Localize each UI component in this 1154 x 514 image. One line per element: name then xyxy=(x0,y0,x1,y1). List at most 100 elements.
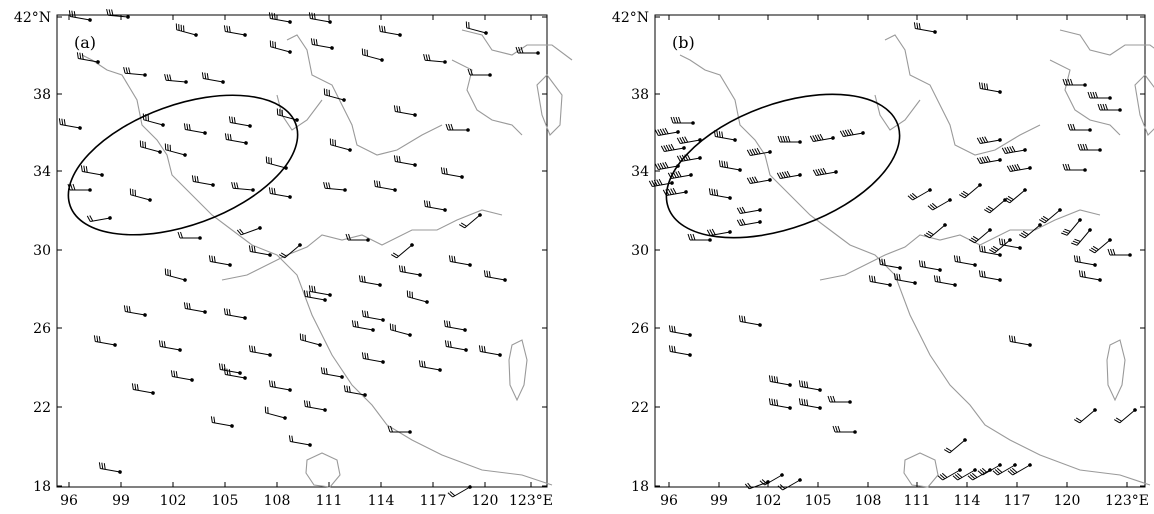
barb-feather xyxy=(771,375,774,383)
barb-feather xyxy=(820,168,825,175)
barb-feather xyxy=(1078,256,1081,263)
panel-a-label: (a) xyxy=(74,33,96,52)
barb-feather xyxy=(1061,232,1068,236)
barb-feather xyxy=(909,194,916,200)
barb-feather xyxy=(180,231,183,239)
barb-feather xyxy=(358,275,361,282)
barb-staff xyxy=(160,346,181,351)
barb-feather xyxy=(123,66,126,74)
barb-feather xyxy=(983,246,986,253)
coastline-segment xyxy=(1049,59,1121,136)
barb-feather xyxy=(881,258,884,266)
barb-staff xyxy=(325,187,346,191)
barb-feather xyxy=(817,168,822,175)
wind-barb xyxy=(478,345,502,357)
barb-feather xyxy=(692,233,696,241)
barb-feather xyxy=(390,425,393,433)
barb-feather xyxy=(306,290,309,298)
barb-feather xyxy=(98,462,101,469)
barb-feather xyxy=(325,368,328,375)
barb-staff xyxy=(680,139,701,144)
wind-barb xyxy=(654,127,680,136)
barb-feather xyxy=(1087,91,1091,99)
barb-staff xyxy=(133,389,154,394)
barb-staff xyxy=(212,422,233,427)
barb-feather xyxy=(231,181,234,189)
barb-feather xyxy=(248,345,251,352)
wind-barb xyxy=(893,273,917,285)
barb-staff xyxy=(305,406,326,411)
barb-staff xyxy=(1010,341,1031,346)
barb-staff xyxy=(994,239,1011,254)
barb-feather xyxy=(450,123,454,131)
barb-feather xyxy=(741,218,746,225)
barb-feather xyxy=(373,180,376,187)
wind-barb xyxy=(183,123,207,135)
barb-feather xyxy=(981,467,988,473)
wind-barb xyxy=(953,255,977,267)
panel-b-highlight-ellipse xyxy=(665,93,901,239)
wind-barb xyxy=(989,238,1012,254)
wind-barb xyxy=(308,285,332,297)
barb-staff xyxy=(1119,409,1136,424)
barb-feather xyxy=(739,219,744,226)
barb-feather xyxy=(134,189,137,197)
barb-feather xyxy=(1082,143,1086,151)
barb-feather xyxy=(664,161,669,168)
barb-feather xyxy=(1001,147,1006,154)
barb-feather xyxy=(161,340,164,348)
x-tick-label: 117 xyxy=(1004,493,1031,509)
barb-staff xyxy=(100,468,121,473)
barb-feather xyxy=(665,144,670,151)
barb-feather xyxy=(398,156,401,163)
barb-feather xyxy=(253,246,256,253)
barb-staff xyxy=(420,366,441,371)
barb-staff xyxy=(949,439,966,454)
barb-feather xyxy=(933,275,936,282)
barb-feather xyxy=(849,128,854,135)
barb-feather xyxy=(329,138,332,145)
barb-feather xyxy=(1016,163,1021,170)
barb-feather xyxy=(711,228,716,235)
barb-feather xyxy=(470,68,473,76)
wind-barb xyxy=(406,290,429,304)
wind-barb xyxy=(447,485,472,498)
barb-feather xyxy=(233,182,237,189)
barb-feather xyxy=(188,303,191,310)
barb-feather xyxy=(175,371,178,378)
barb-staff xyxy=(935,281,956,286)
barb-feather xyxy=(784,171,789,178)
barb-feather xyxy=(768,375,771,382)
wind-barb xyxy=(1074,408,1097,424)
barb-feather xyxy=(228,26,231,33)
barb-staff xyxy=(955,261,976,266)
barb-feather xyxy=(918,260,921,267)
barb-feather xyxy=(147,114,150,122)
barb-staff xyxy=(1094,239,1111,254)
barb-feather xyxy=(754,148,759,155)
barb-feather xyxy=(1074,419,1080,424)
barb-feather xyxy=(979,137,984,144)
y-tick-label: 18 xyxy=(631,479,649,495)
barb-feather xyxy=(898,274,901,281)
barb-staff xyxy=(165,274,186,281)
barb-feather xyxy=(654,163,659,170)
wind-barb xyxy=(676,153,702,162)
barb-feather xyxy=(186,302,189,310)
barb-feather xyxy=(188,124,191,131)
barb-staff xyxy=(740,321,761,326)
barb-feather xyxy=(446,320,449,328)
barb-staff xyxy=(185,308,206,313)
wind-barb xyxy=(303,290,327,302)
barb-feather xyxy=(96,335,99,343)
barb-feather xyxy=(668,345,671,352)
barb-feather xyxy=(108,9,112,16)
barb-staff xyxy=(782,479,801,491)
x-tick-label: 117 xyxy=(420,493,447,509)
barb-feather xyxy=(308,291,311,298)
barb-feather xyxy=(1110,248,1113,256)
barb-feather xyxy=(428,201,431,208)
coastline-segment xyxy=(461,29,573,61)
barb-feather xyxy=(178,24,180,31)
barb-staff xyxy=(250,351,271,356)
